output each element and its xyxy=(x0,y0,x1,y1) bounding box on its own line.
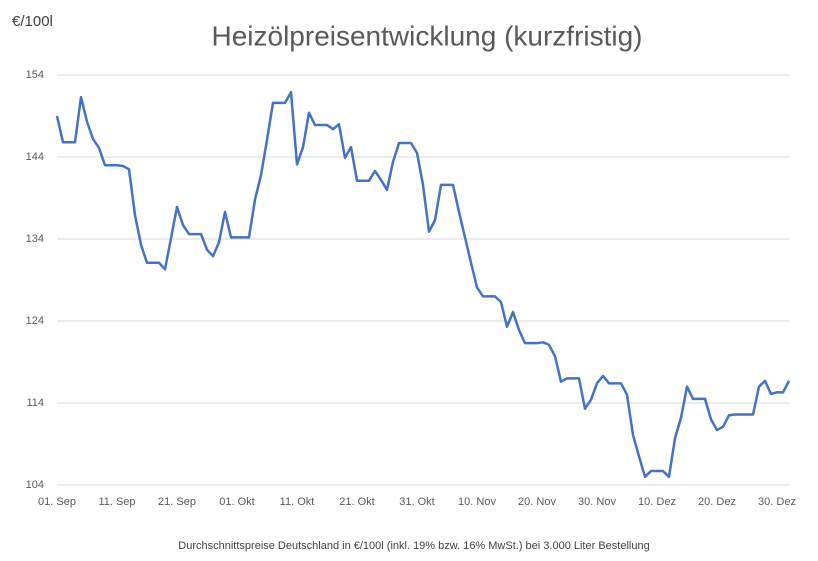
x-tick-label: 20. Dez xyxy=(698,496,736,508)
chart-title: Heizölpreisentwicklung (kurzfristig) xyxy=(211,20,642,51)
x-tick-label: 31. Okt xyxy=(399,496,434,508)
y-tick-label: 124 xyxy=(26,315,44,327)
y-tick-label: 114 xyxy=(26,397,44,409)
y-tick-label: 154 xyxy=(26,69,44,81)
x-tick-label: 21. Sep xyxy=(158,496,196,508)
x-tick-label: 20. Nov xyxy=(518,496,556,508)
x-tick-label: 11. Sep xyxy=(98,496,135,508)
y-tick-label: 134 xyxy=(26,233,44,245)
data-line xyxy=(55,90,791,479)
y-axis-label: €/100l xyxy=(12,13,53,30)
x-tick-label: 10. Nov xyxy=(458,496,496,508)
x-tick-label: 01. Sep xyxy=(38,496,76,508)
x-tick-label: 30. Nov xyxy=(578,496,616,508)
x-tick-label: 30. Dez xyxy=(758,496,796,508)
y-tick-label: 144 xyxy=(26,151,44,163)
x-tick-label: 01. Okt xyxy=(219,496,254,508)
x-tick-label: 10. Dez xyxy=(638,496,676,508)
x-tick-label: 11. Okt xyxy=(280,496,315,508)
y-tick-label: 104 xyxy=(26,479,44,491)
chart-note: Durchschnittspreise Deutschland in €/100… xyxy=(178,540,649,552)
x-tick-label: 21. Okt xyxy=(339,496,374,508)
